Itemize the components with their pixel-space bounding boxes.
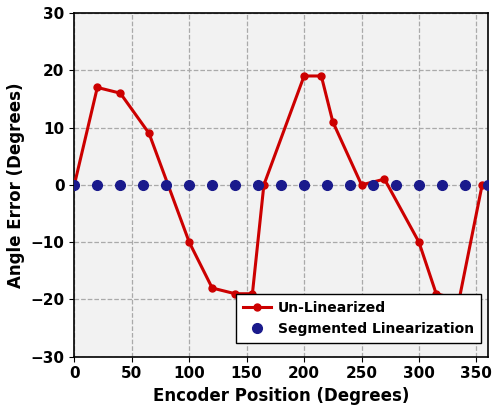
Segmented Linearization <box>485 183 491 187</box>
X-axis label: Encoder Position (Degrees): Encoder Position (Degrees) <box>153 387 409 405</box>
Un-Linearized <box>479 183 485 187</box>
Segmented Linearization <box>209 183 215 187</box>
Un-Linearized <box>250 291 256 296</box>
Un-Linearized <box>318 73 324 78</box>
Un-Linearized <box>301 73 307 78</box>
Un-Linearized <box>330 119 336 124</box>
Segmented Linearization <box>232 183 238 187</box>
Un-Linearized <box>94 85 100 90</box>
Segmented Linearization <box>301 183 307 187</box>
Segmented Linearization <box>393 183 399 187</box>
Segmented Linearization <box>370 183 376 187</box>
Segmented Linearization <box>439 183 445 187</box>
Un-Linearized <box>118 91 124 96</box>
Line: Un-Linearized: Un-Linearized <box>71 73 486 303</box>
Y-axis label: Angle Error (Degrees): Angle Error (Degrees) <box>7 82 25 288</box>
Segmented Linearization <box>416 183 422 187</box>
Segmented Linearization <box>347 183 353 187</box>
Segmented Linearization <box>186 183 192 187</box>
Un-Linearized <box>358 183 364 187</box>
Un-Linearized <box>146 131 152 136</box>
Un-Linearized <box>416 240 422 245</box>
Segmented Linearization <box>462 183 468 187</box>
Un-Linearized <box>232 291 238 296</box>
Segmented Linearization <box>324 183 330 187</box>
Segmented Linearization <box>140 183 146 187</box>
Segmented Linearization <box>278 183 284 187</box>
Line: Segmented Linearization: Segmented Linearization <box>70 180 492 190</box>
Un-Linearized <box>72 183 78 187</box>
Un-Linearized <box>186 240 192 245</box>
Un-Linearized <box>382 177 388 182</box>
Un-Linearized <box>261 183 267 187</box>
Segmented Linearization <box>118 183 124 187</box>
Un-Linearized <box>209 286 215 290</box>
Un-Linearized <box>433 291 439 296</box>
Segmented Linearization <box>255 183 261 187</box>
Un-Linearized <box>456 297 462 302</box>
Segmented Linearization <box>72 183 78 187</box>
Legend: Un-Linearized, Segmented Linearization: Un-Linearized, Segmented Linearization <box>236 294 481 343</box>
Segmented Linearization <box>94 183 100 187</box>
Segmented Linearization <box>163 183 169 187</box>
